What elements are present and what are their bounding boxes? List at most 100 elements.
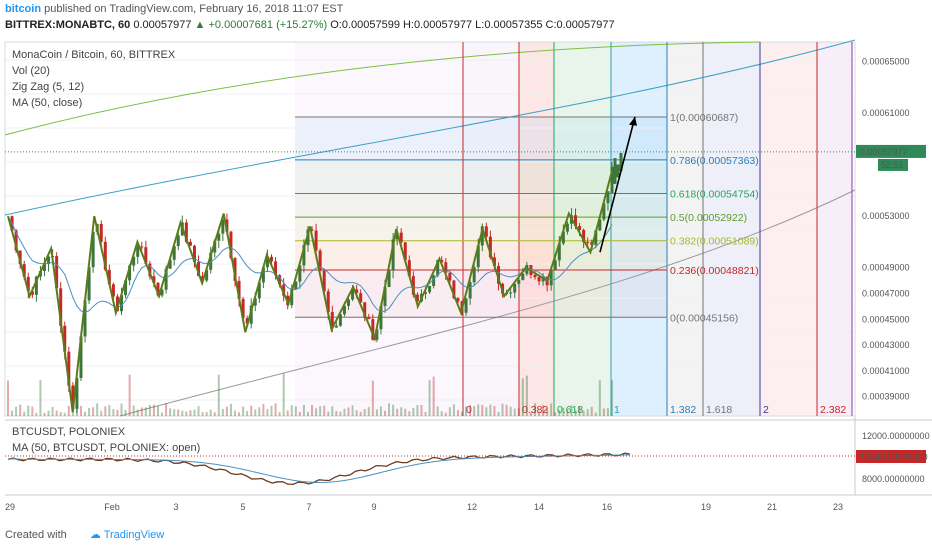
candle-body xyxy=(79,336,83,378)
candle-body xyxy=(197,261,201,277)
up-arrow-icon: ▲ xyxy=(194,19,206,31)
candle-body xyxy=(322,270,326,292)
candle-body xyxy=(310,229,314,231)
volume-bars xyxy=(7,373,613,416)
candle-body xyxy=(561,231,565,244)
candle-body xyxy=(26,276,30,292)
time-tick-label: 7 xyxy=(306,502,311,512)
volume-bar xyxy=(246,411,249,416)
legend-zigzag[interactable]: Zig Zag (5, 12) xyxy=(12,81,85,93)
candle-body xyxy=(521,273,525,280)
candle-body xyxy=(217,233,221,241)
time-tick-label: 19 xyxy=(701,502,711,512)
tradingview-logo-icon[interactable]: ☁ TradingView xyxy=(89,529,165,541)
candle-body xyxy=(265,256,269,268)
volume-bar xyxy=(448,407,451,416)
candle-body xyxy=(399,232,403,243)
volume-bar xyxy=(274,403,277,416)
volume-bar xyxy=(266,409,269,416)
time-tick-label: 16 xyxy=(602,502,612,512)
legend-btc-ma[interactable]: MA (50, BTCUSDT, POLONIEX: open) xyxy=(12,442,201,454)
candle-body xyxy=(613,158,617,184)
candle-body xyxy=(383,287,387,306)
forecast-arrow xyxy=(599,116,636,253)
brand-label[interactable]: bitcoin xyxy=(5,3,42,15)
candle-body xyxy=(278,275,282,285)
volume-bar xyxy=(590,406,593,416)
volume-bar xyxy=(327,411,330,416)
volume-bar xyxy=(436,406,439,416)
candle-body xyxy=(152,276,156,283)
candle-body xyxy=(59,288,63,326)
volume-bar xyxy=(383,410,386,416)
volume-bar xyxy=(132,405,135,416)
candle-body xyxy=(294,281,298,290)
timezone-label: 1.382 xyxy=(670,404,696,416)
volume-bar xyxy=(177,409,180,416)
price-tick-label: 0.00045000 xyxy=(862,314,910,324)
volume-bar xyxy=(47,410,50,416)
candle-body xyxy=(205,269,209,281)
volume-bar xyxy=(189,410,192,416)
volume-bar xyxy=(116,409,119,416)
time-tick-label: Feb xyxy=(104,502,120,512)
volume-bar xyxy=(124,409,127,416)
volume-bar xyxy=(440,411,443,416)
volume-bar xyxy=(136,409,139,416)
candle-body xyxy=(67,351,71,386)
arc-blue xyxy=(4,39,856,216)
legend-volume[interactable]: Vol (20) xyxy=(12,65,50,77)
volume-bar xyxy=(347,407,350,416)
volume-bar xyxy=(55,410,58,416)
footer: Created with ☁ TradingView xyxy=(5,528,164,541)
volume-bar xyxy=(611,380,613,416)
legend-ma[interactable]: MA (50, close) xyxy=(12,97,83,109)
candle-body xyxy=(586,241,590,243)
volume-bar xyxy=(546,408,549,416)
volume-bar xyxy=(306,411,309,416)
candle-body xyxy=(30,291,34,295)
time-tick-label: 9 xyxy=(371,502,376,512)
volume-bar xyxy=(59,412,62,416)
candle-body xyxy=(47,256,51,265)
countdown-value: 52:51 xyxy=(881,160,904,170)
candle-body xyxy=(221,219,225,234)
volume-bar xyxy=(461,411,464,416)
volume-bar xyxy=(140,407,143,416)
timezone-label: 1.618 xyxy=(706,404,732,416)
candle-body xyxy=(424,292,428,294)
candle-body xyxy=(103,241,107,270)
ma-line xyxy=(7,215,613,313)
candle-body xyxy=(298,265,302,282)
volume-bar xyxy=(96,403,99,416)
volume-bar xyxy=(542,405,545,416)
candle-body xyxy=(160,289,164,296)
candle-body xyxy=(115,296,119,312)
candle-body xyxy=(184,222,188,242)
volume-bar xyxy=(335,410,338,416)
volume-bar xyxy=(428,380,431,416)
volume-bar xyxy=(396,408,399,416)
fib-level-label: 0.236(0.00048821) xyxy=(670,265,759,277)
volume-bar xyxy=(250,405,253,416)
candle-body xyxy=(371,319,375,340)
volume-bar xyxy=(375,409,378,416)
legend-btc-symbol: BTCUSDT, POLONIEX xyxy=(12,426,126,438)
tradingview-link: TradingView xyxy=(103,529,165,541)
volume-bar xyxy=(408,411,411,416)
volume-bar xyxy=(15,406,18,416)
candle-body xyxy=(34,276,38,295)
volume-bar xyxy=(570,405,573,416)
candle-body xyxy=(75,377,79,409)
volume-bar xyxy=(88,407,91,416)
countdown-tag xyxy=(878,158,908,171)
fib-band xyxy=(295,116,667,160)
volume-bar xyxy=(75,404,78,416)
price-tick-label: 0.00039000 xyxy=(862,392,910,402)
current-price-value: 0.00057977 xyxy=(860,147,908,157)
volume-bar xyxy=(148,404,151,416)
volume-bar xyxy=(469,405,472,416)
candle-body xyxy=(318,250,322,271)
candle-body xyxy=(63,325,67,352)
